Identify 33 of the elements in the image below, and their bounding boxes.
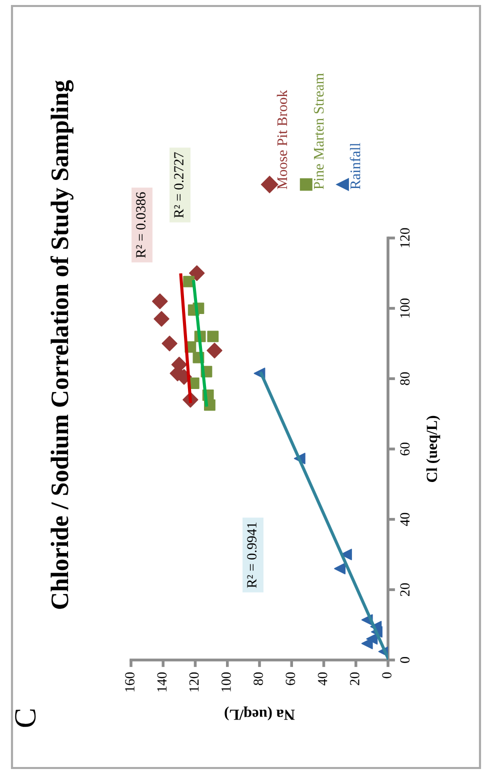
text: Chloride / Sodium Correlation of Study Sampling: [50, 80, 74, 609]
point: [206, 342, 222, 358]
point: [154, 311, 170, 327]
point: [152, 293, 168, 310]
point: [334, 562, 346, 574]
x-tick-label: 160: [125, 672, 134, 692]
x-tick-label: 0: [382, 672, 392, 678]
annotation: R² = 0.0386: [136, 192, 146, 258]
x-axis-title: Na (ueq/L): [224, 706, 295, 720]
point: [189, 265, 205, 282]
x-tick-label: 100: [221, 672, 231, 692]
y-tick-label: 40: [400, 512, 410, 526]
text: C: [15, 709, 36, 727]
x-tick-label: 80: [254, 672, 263, 686]
point: [162, 336, 178, 352]
point: [207, 330, 219, 342]
y-axis-title: Cl (ueq/L): [426, 416, 440, 482]
x-tick-label: 40: [318, 672, 328, 686]
y-tick-label: 20: [400, 583, 410, 596]
text: Moose Pit Brook: [276, 90, 288, 190]
y-tick-label: 0: [400, 657, 410, 663]
x-tick-label: 20: [350, 672, 360, 686]
y-tick-label: 80: [400, 372, 410, 386]
x-tick-label: 140: [157, 672, 167, 692]
text: R² = 0.2727: [174, 152, 184, 218]
y-tick-label: 60: [400, 442, 410, 456]
annotation: R² = 0.9941: [247, 522, 257, 588]
y-tick-label: 100: [400, 298, 410, 318]
x-tick-label: 60: [286, 672, 296, 686]
y-tick-label: 120: [400, 228, 410, 248]
x-tick-label: 120: [189, 672, 199, 692]
text: Pine Marten Stream: [314, 73, 324, 190]
text: Rainfall: [350, 142, 360, 190]
